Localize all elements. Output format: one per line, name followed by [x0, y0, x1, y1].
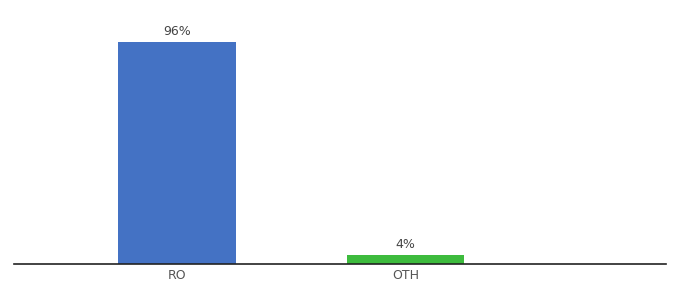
Text: 96%: 96% — [163, 26, 190, 38]
Text: 4%: 4% — [395, 238, 415, 251]
Bar — [118, 42, 235, 264]
Bar — [347, 255, 464, 264]
